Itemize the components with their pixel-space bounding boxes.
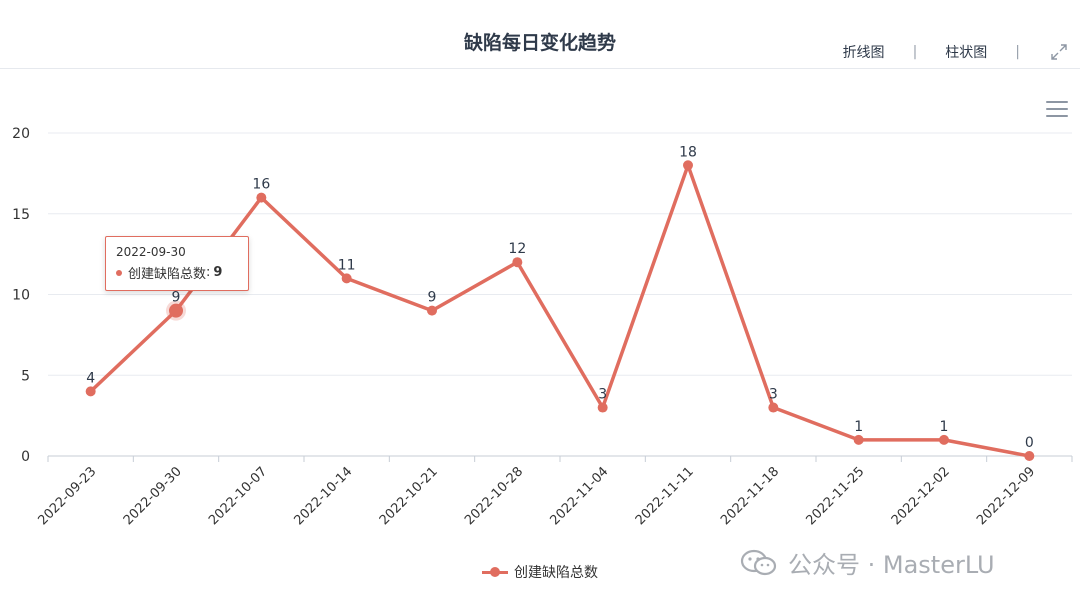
expand-icon[interactable] xyxy=(1050,43,1068,61)
x-tick-label: 2022-10-07 xyxy=(206,464,270,528)
data-label: 18 xyxy=(679,144,697,160)
data-label: 1 xyxy=(854,419,863,435)
bar-chart-tab[interactable]: 柱状图 xyxy=(945,45,988,61)
data-point[interactable] xyxy=(341,273,352,284)
x-tick-label: 2022-12-09 xyxy=(974,464,1038,528)
data-label: 12 xyxy=(508,241,526,257)
data-label: 11 xyxy=(338,257,356,273)
data-point[interactable] xyxy=(85,386,96,397)
line-chart-tab[interactable]: 折线图 xyxy=(842,45,885,61)
tooltip-date: 2022-09-30 xyxy=(116,245,186,259)
legend-label: 创建缺陷总数 xyxy=(514,565,598,581)
chart-toolbar: 折线图 | 柱状图 | xyxy=(843,40,1080,64)
chart-title: 缺陷每日变化趋势 xyxy=(463,32,616,54)
tooltip-series-label: 创建缺陷总数 xyxy=(128,267,207,282)
y-tick-label: 10 xyxy=(12,288,30,304)
data-label: 4 xyxy=(86,370,95,386)
watermark: 公众号 · MasterLU xyxy=(740,545,995,580)
y-tick-label: 0 xyxy=(21,449,30,465)
data-point[interactable] xyxy=(683,160,693,171)
x-tick-label: 2022-11-04 xyxy=(547,464,611,528)
data-label: 3 xyxy=(598,387,607,403)
x-tick-label: 2022-10-21 xyxy=(377,464,441,528)
data-point-highlighted[interactable] xyxy=(169,303,183,318)
legend-marker xyxy=(482,566,508,578)
hamburger-menu-icon[interactable] xyxy=(1046,101,1068,117)
tooltip-series-dot xyxy=(116,269,122,276)
data-label: 9 xyxy=(172,290,181,306)
y-tick-label: 20 xyxy=(12,126,30,142)
data-point[interactable] xyxy=(512,257,523,268)
chart-legend[interactable]: 创建缺陷总数 xyxy=(0,562,1080,582)
toolbar-separator: | xyxy=(912,44,918,60)
data-point[interactable] xyxy=(768,402,779,413)
tooltip-value: 9 xyxy=(213,265,223,280)
data-point[interactable] xyxy=(939,434,949,445)
x-tick-label: 2022-11-25 xyxy=(803,464,867,528)
data-tooltip: 2022-09-30 创建缺陷总数: 9 xyxy=(105,236,249,291)
data-label: 1 xyxy=(940,419,949,435)
data-point[interactable] xyxy=(427,305,437,316)
data-point[interactable] xyxy=(1024,451,1035,461)
data-label: 3 xyxy=(769,387,778,403)
data-point[interactable] xyxy=(853,434,864,445)
x-tick-label: 2022-09-23 xyxy=(35,464,99,528)
x-tick-label: 2022-11-11 xyxy=(633,464,697,528)
watermark-text: 公众号 · MasterLU xyxy=(788,551,995,579)
toolbar-separator: | xyxy=(1015,44,1020,60)
data-point[interactable] xyxy=(256,192,267,203)
chart-header: 缺陷每日变化趋势 折线图 | 柱状图 | xyxy=(0,0,1080,69)
x-tick-label: 2022-11-18 xyxy=(718,464,782,528)
x-tick-label: 2022-10-28 xyxy=(462,464,526,528)
data-label: 0 xyxy=(1025,435,1034,451)
x-tick-label: 2022-12-02 xyxy=(889,464,953,528)
y-tick-label: 5 xyxy=(21,368,30,384)
x-tick-label: 2022-09-30 xyxy=(121,464,185,528)
y-tick-label: 15 xyxy=(12,207,30,223)
x-tick-label: 2022-10-14 xyxy=(291,464,355,528)
wechat-icon xyxy=(740,549,777,575)
series-line xyxy=(89,163,1030,458)
data-label: 16 xyxy=(252,177,270,193)
data-point[interactable] xyxy=(597,402,608,413)
data-label: 9 xyxy=(428,290,437,306)
